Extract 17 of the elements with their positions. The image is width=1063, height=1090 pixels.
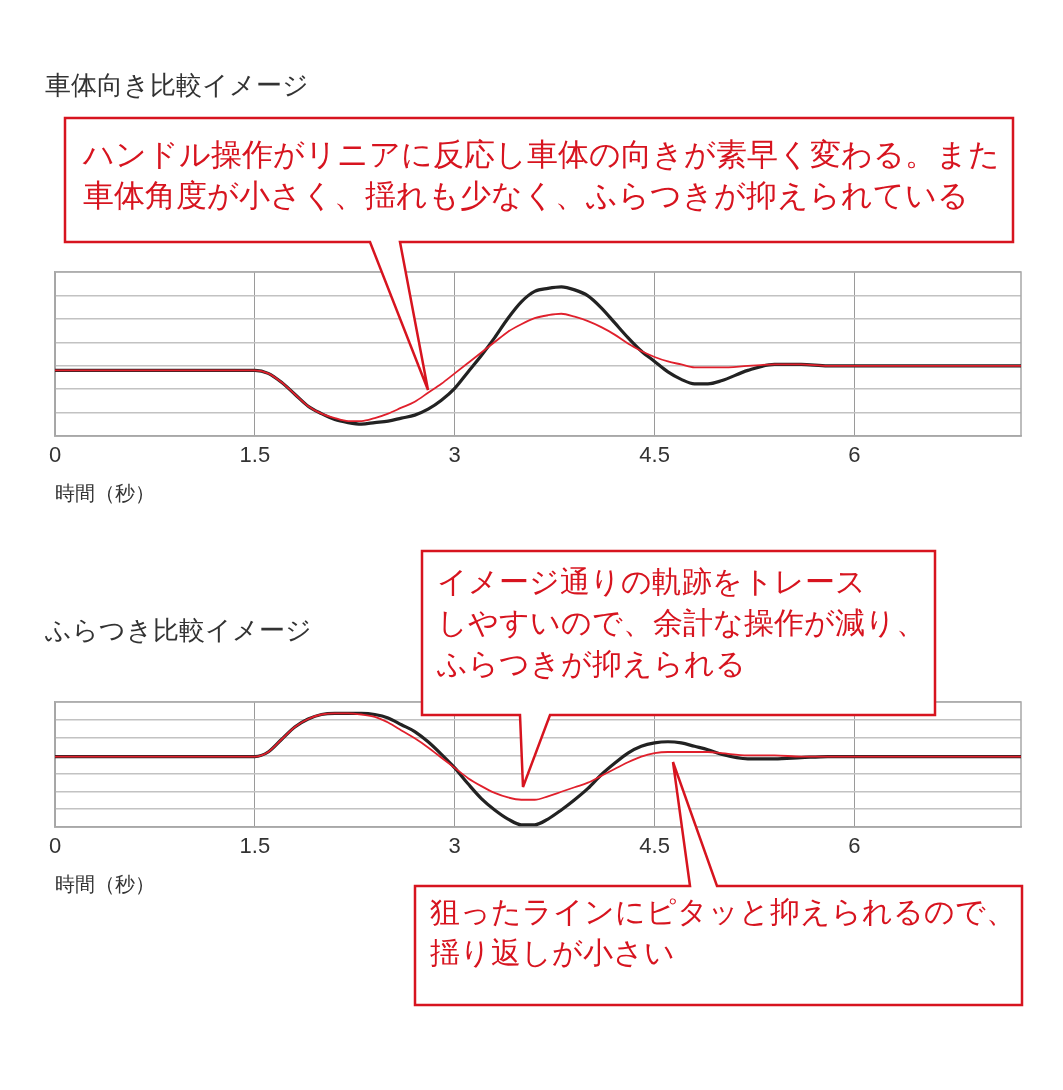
x-tick-label: 6 <box>848 833 861 859</box>
x-tick-label: 0 <box>48 442 62 468</box>
x-tick-label: 4.5 <box>639 833 670 859</box>
text: 狙ったラインにピタッと抑えられるので、揺り返しが小さい <box>430 893 1016 972</box>
chart-title: 車体向き比較イメージ <box>45 69 309 101</box>
x-tick-label: 1.5 <box>239 442 271 468</box>
x-tick-label: 4.5 <box>639 442 670 468</box>
x-tick-label: 0 <box>48 833 62 859</box>
x-tick-label: 1.5 <box>239 833 271 859</box>
chart-title: ふらつき比較イメージ <box>45 614 312 646</box>
x-tick-label: 6 <box>848 442 861 468</box>
text: イメージ通りの軌跡をトレースしやすいので、余計な操作が減り、ふらつきが抑えられる <box>437 563 926 683</box>
x-tick-label: 3 <box>448 833 461 859</box>
x-tick-label: 3 <box>448 442 461 468</box>
x-axis-title: 時間（秒） <box>55 872 155 897</box>
text: ハンドル操作がリニアに反応し車体の向きが素早く変わる。また車体角度が小さく、揺れも少なく、ふらつきが抑えられている <box>83 135 1000 215</box>
x-axis-title: 時間（秒） <box>55 481 155 506</box>
